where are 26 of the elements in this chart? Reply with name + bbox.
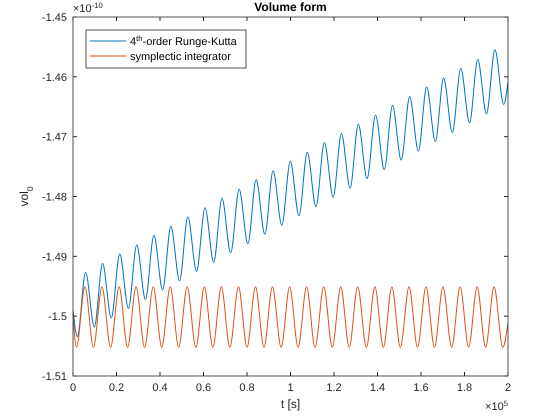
- x-tick-label: 1.2: [326, 382, 342, 394]
- y-tick-label: -1.46: [42, 72, 67, 84]
- x-tick-label: 0.4: [152, 382, 168, 394]
- x-tick-label: 0.8: [239, 382, 255, 394]
- legend-label: 4$^{th}$-order Runge-Kutta: [130, 34, 238, 48]
- legend-label: symplectic integrator: [130, 51, 232, 63]
- y-tick-label: -1.51: [42, 371, 67, 383]
- chart-title: Volume form: [254, 0, 327, 14]
- y-tick-label: -1.47: [42, 132, 67, 144]
- text: ×10$^{-10}$: [73, 0, 103, 15]
- line-series: [73, 49, 508, 338]
- x-tick-label: 1.8: [456, 382, 472, 394]
- y-tick-label: -1.49: [42, 251, 67, 264]
- x-tick-label: 1: [287, 382, 294, 394]
- x-tick-label: 1.6: [413, 382, 429, 394]
- x-axis-title: t [s]: [280, 397, 300, 411]
- x-tick-label: 0.6: [196, 382, 212, 394]
- x-tick-label: 0: [70, 382, 76, 394]
- x-tick-label: 0.2: [108, 382, 124, 394]
- y-tick-label: -1.45: [42, 12, 67, 24]
- x-tick-label: 1.4: [370, 382, 386, 394]
- text: ×10$^{5}$: [485, 398, 508, 413]
- x-tick-label: 2: [504, 382, 512, 394]
- line-series: [73, 286, 508, 348]
- y-tick-label: -1.48: [42, 192, 67, 204]
- y-tick-label: -1.5: [48, 311, 67, 324]
